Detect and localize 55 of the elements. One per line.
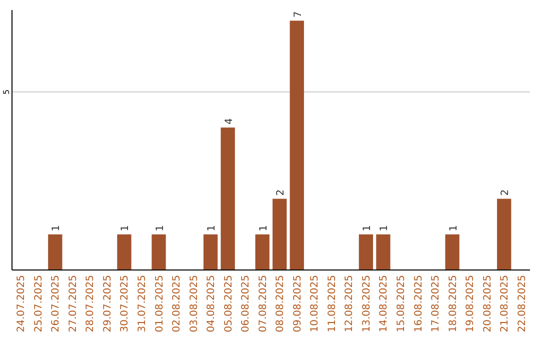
data-label: 1 <box>120 225 132 232</box>
data-label: 7 <box>292 11 304 18</box>
bar <box>203 234 218 270</box>
bar <box>272 198 287 270</box>
x-tick-label: 03.08.2025 <box>188 275 200 332</box>
bar <box>376 234 390 270</box>
data-label: 1 <box>362 225 373 232</box>
bar <box>290 20 304 270</box>
data-label: 1 <box>51 225 62 232</box>
x-tick-label: 16.08.2025 <box>413 275 424 332</box>
bar <box>220 128 235 270</box>
bar <box>117 234 132 270</box>
bar <box>445 234 460 270</box>
x-tick-label: 02.08.2025 <box>172 275 183 332</box>
x-tick-label: 31.07.2025 <box>137 275 148 332</box>
bar <box>358 234 374 270</box>
x-tick-label: 28.07.2025 <box>85 275 96 332</box>
bar <box>48 234 62 270</box>
bar <box>255 234 270 270</box>
x-tick-label: 08.08.2025 <box>275 275 286 332</box>
x-tick-label: 18.08.2025 <box>448 275 459 332</box>
data-label: 1 <box>258 225 270 232</box>
x-tick-label: 10.08.2025 <box>310 275 321 332</box>
data-label: 2 <box>500 189 512 196</box>
x-tick-label: 25.07.2025 <box>33 275 44 332</box>
x-tick-label: 09.08.2025 <box>292 275 304 332</box>
x-tick-label: 27.07.2025 <box>68 275 79 332</box>
x-tick-label: 15.08.2025 <box>396 275 407 332</box>
x-tick-label: 14.08.2025 <box>378 275 390 332</box>
x-tick-label: 07.08.2025 <box>258 275 269 332</box>
data-label: 2 <box>276 189 287 196</box>
x-tick-label: 22.08.2025 <box>516 275 528 332</box>
data-label: 1 <box>448 225 460 232</box>
data-label: 1 <box>154 225 166 232</box>
data-label: 1 <box>379 225 390 232</box>
x-tick-label: 20.08.2025 <box>482 275 494 332</box>
bar <box>497 198 512 270</box>
x-tick-label: 11.08.2025 <box>326 275 338 332</box>
y-tick-label: 5 <box>2 89 11 94</box>
x-tick-label: 04.08.2025 <box>206 275 218 332</box>
x-tick-label: 12.08.2025 <box>344 275 356 332</box>
x-tick-label: 06.08.2025 <box>240 275 252 332</box>
data-label: 4 <box>224 118 235 125</box>
x-tick-label: 24.07.2025 <box>16 275 28 332</box>
x-tick-label: 01.08.2025 <box>154 275 166 332</box>
x-tick-label: 30.07.2025 <box>120 275 131 332</box>
x-tick-label: 13.08.2025 <box>361 275 372 332</box>
x-tick-label: 05.08.2025 <box>223 275 234 332</box>
bar <box>152 234 166 270</box>
x-tick-label: 19.08.2025 <box>465 275 476 332</box>
x-tick-label: 21.08.2025 <box>500 275 511 332</box>
data-label: 1 <box>206 225 218 232</box>
x-tick-label: 17.08.2025 <box>430 275 442 332</box>
x-tick-label: 26.07.2025 <box>50 275 62 332</box>
x-tick-label: 29.07.2025 <box>102 275 114 332</box>
